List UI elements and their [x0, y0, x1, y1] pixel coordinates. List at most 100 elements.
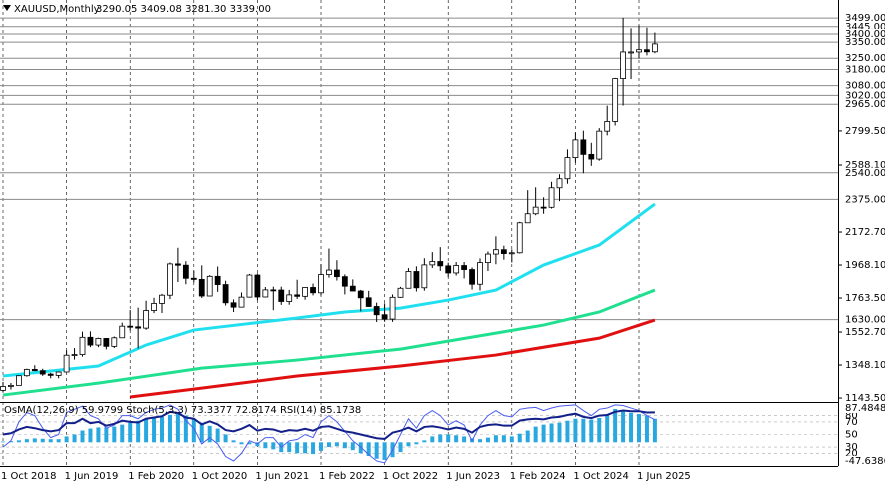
y2-tick-label: -47.6386	[845, 456, 885, 467]
osma-bar	[326, 442, 331, 448]
y-tick-label: 50	[845, 430, 858, 441]
candle-body	[254, 274, 261, 298]
candle-body	[135, 326, 142, 329]
candle-body	[39, 370, 46, 375]
candle-body	[652, 43, 658, 53]
osma-bar	[533, 426, 538, 443]
candle-body	[628, 51, 634, 54]
level-label-box	[840, 314, 885, 325]
osma-bar	[398, 442, 403, 453]
y-tick-label: 1968.10	[845, 260, 885, 271]
y-tick-label: 1763.50	[845, 293, 885, 304]
candle-body	[0, 386, 6, 391]
level-label-box	[840, 194, 885, 205]
candle-body	[564, 157, 571, 180]
y-tick-label: 1143.50	[845, 393, 885, 404]
osma-bar	[32, 438, 37, 443]
osma-bar	[88, 428, 93, 443]
osma-bar	[215, 428, 220, 443]
osma-bar	[557, 422, 562, 443]
osma-bar	[223, 434, 228, 443]
candle-body	[365, 297, 372, 307]
candle-body	[381, 314, 388, 320]
osma-bar	[342, 442, 347, 449]
osma-bar	[263, 442, 268, 449]
x-tick-label: 1 Feb 2022	[319, 471, 375, 482]
level-label: 2965.00	[845, 99, 885, 110]
osma-bar	[311, 442, 316, 455]
candle-body	[453, 265, 460, 274]
y-tick-label: 2799.50	[845, 126, 885, 137]
y-tick-label: 30	[845, 442, 858, 453]
candle-body	[596, 130, 603, 160]
candle-body	[23, 369, 30, 377]
osma-bar	[167, 414, 172, 443]
moving-average	[2, 202, 656, 378]
osma-bar	[136, 420, 141, 443]
moving-average	[2, 288, 656, 397]
osma-bar	[319, 442, 323, 451]
osma-bar	[605, 414, 610, 443]
indicator-title: OsMA(12,26,9) 59.9799 Stoch(5,3,3) 73.33…	[4, 405, 361, 416]
osma-bar	[621, 410, 626, 443]
candle-body	[477, 262, 483, 285]
osma-bar	[207, 425, 212, 443]
candle-body	[508, 252, 515, 255]
candle-body	[95, 338, 102, 346]
candle-body	[532, 206, 539, 215]
osma-bar	[478, 439, 482, 443]
osma-bar	[652, 418, 657, 443]
candle-body	[572, 139, 579, 159]
level-label-box	[840, 167, 885, 178]
osma-bar	[525, 430, 530, 443]
level-label-box	[840, 64, 885, 75]
candle-body	[612, 78, 619, 122]
osma-bar	[56, 439, 61, 443]
candle-body	[548, 187, 555, 208]
candle-body	[636, 49, 642, 53]
candle-body	[413, 271, 420, 289]
y-tick-label: 70	[845, 417, 858, 428]
osma-bar	[303, 442, 308, 454]
candle-body	[540, 206, 547, 209]
indicator-line	[2, 409, 655, 440]
candle-body	[461, 265, 468, 270]
candle-body	[79, 336, 86, 355]
candle-body	[620, 51, 626, 79]
osma-bar	[358, 442, 363, 454]
level-label: 3350.00	[845, 37, 885, 48]
candle-body	[397, 287, 404, 298]
candle-body	[278, 289, 285, 302]
candle-body	[302, 287, 309, 297]
osma-bar	[128, 422, 133, 443]
x-tick-label: 1 Oct 2024	[573, 471, 628, 482]
osma-bar	[430, 436, 435, 443]
osma-bar	[589, 419, 594, 443]
osma-bar	[366, 442, 371, 457]
osma-bar	[175, 414, 180, 443]
candle-body	[500, 249, 507, 254]
osma-bar	[350, 442, 355, 451]
candle-body	[318, 274, 324, 294]
y-tick-label: 1552.70	[845, 327, 885, 338]
level-label-box	[840, 53, 885, 64]
candle-body	[485, 253, 491, 264]
osma-bar	[231, 440, 236, 443]
candle-body	[429, 261, 436, 266]
osma-bar	[287, 442, 292, 453]
osma-bar	[199, 422, 204, 443]
candle-body	[516, 222, 523, 254]
osma-bar	[1, 441, 5, 443]
menu-arrow[interactable]	[3, 5, 11, 11]
osma-bar	[152, 417, 157, 443]
level-label: 3445.00	[845, 22, 885, 33]
candle-body	[588, 153, 595, 160]
candle-body	[206, 275, 213, 297]
osma-bar	[239, 442, 244, 445]
x-tick-label: 1 Oct 2022	[383, 471, 438, 482]
osma-bar	[613, 408, 618, 443]
osma-bar	[112, 426, 117, 443]
candle-body	[405, 271, 412, 289]
osma-bar	[40, 438, 45, 443]
